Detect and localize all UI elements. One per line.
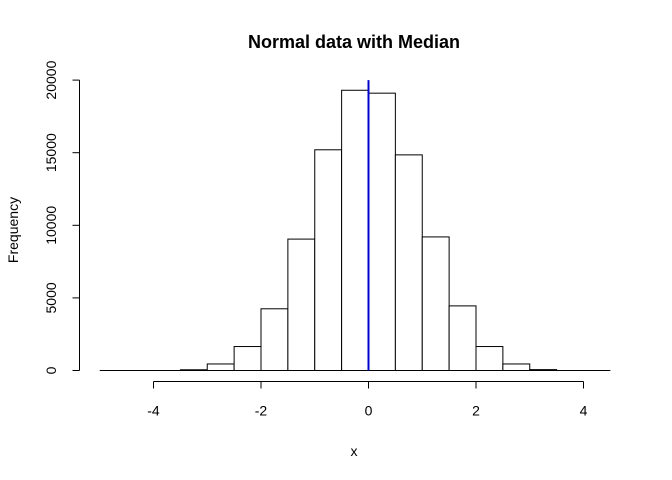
y-axis-label: Frequency bbox=[5, 197, 21, 263]
y-axis: 0 5000 10000 15000 20000 bbox=[43, 60, 80, 374]
histogram-bar bbox=[475, 346, 504, 371]
histogram-bar bbox=[206, 363, 235, 372]
histogram-bar bbox=[287, 238, 316, 371]
histogram-bar bbox=[421, 236, 450, 371]
histogram-bar bbox=[394, 154, 423, 371]
x-tick-label: -2 bbox=[255, 403, 268, 419]
x-tick-label: 2 bbox=[472, 403, 480, 419]
chart-title: Normal data with Median bbox=[248, 32, 460, 52]
y-tick-label: 0 bbox=[43, 366, 59, 374]
histogram-bar bbox=[502, 363, 531, 372]
y-tick-label: 15000 bbox=[43, 133, 59, 172]
y-tick-label: 20000 bbox=[43, 60, 59, 99]
histogram-bar bbox=[448, 305, 477, 371]
x-tick-label: -4 bbox=[147, 403, 160, 419]
x-axis-label: x bbox=[351, 443, 358, 459]
histogram-bar bbox=[341, 89, 369, 371]
histogram-bar bbox=[368, 92, 396, 371]
x-tick-label: 4 bbox=[580, 403, 588, 419]
histogram-bar bbox=[260, 308, 289, 372]
x-tick-label: 0 bbox=[365, 403, 373, 419]
y-tick-label: 5000 bbox=[43, 282, 59, 313]
histogram-bar bbox=[314, 149, 343, 371]
y-tick-label: 10000 bbox=[43, 206, 59, 245]
histogram-bar bbox=[233, 346, 262, 371]
x-axis: -4 -2 0 2 4 bbox=[147, 381, 588, 419]
